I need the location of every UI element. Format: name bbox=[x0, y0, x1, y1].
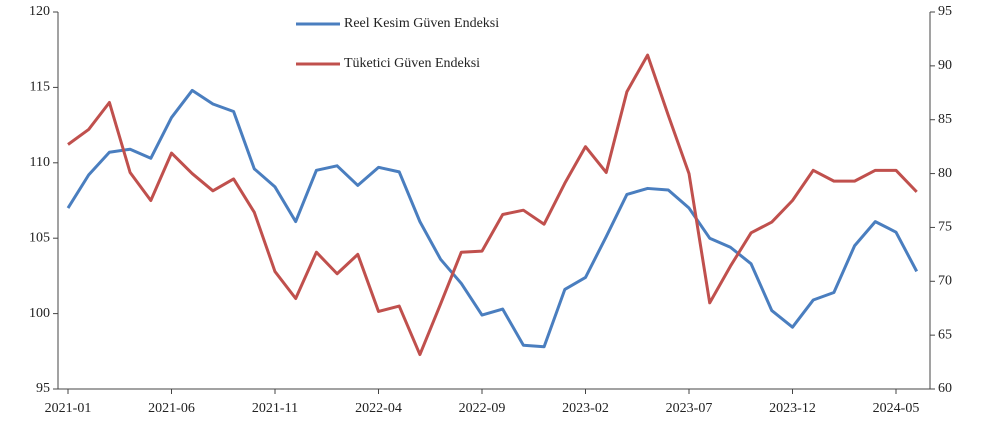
y2-tick-label: 95 bbox=[938, 4, 952, 19]
x-tick-label: 2022-04 bbox=[355, 401, 402, 416]
y2-tick-label: 70 bbox=[938, 274, 952, 289]
x-tick-label: 2024-05 bbox=[873, 401, 920, 416]
y2-tick-label: 65 bbox=[938, 327, 952, 342]
y2-tick-label: 75 bbox=[938, 220, 952, 235]
x-tick-label: 2023-07 bbox=[666, 401, 713, 416]
y-tick-label: 105 bbox=[29, 230, 50, 245]
x-tick-label: 2021-11 bbox=[252, 401, 298, 416]
y2-tick-label: 85 bbox=[938, 112, 952, 127]
y-tick-label: 120 bbox=[29, 4, 50, 19]
y2-tick-label: 80 bbox=[938, 166, 952, 181]
y-tick-label: 110 bbox=[30, 155, 50, 170]
series-line bbox=[67, 53, 918, 357]
legend-label: Reel Kesim Güven Endeksi bbox=[344, 16, 499, 31]
x-tick-label: 2021-06 bbox=[148, 401, 195, 416]
y-tick-label: 100 bbox=[29, 306, 50, 321]
x-tick-label: 2023-12 bbox=[769, 401, 816, 416]
y2-tick-label: 60 bbox=[938, 381, 952, 396]
x-tick-label: 2022-09 bbox=[459, 401, 506, 416]
x-tick-label: 2023-02 bbox=[562, 401, 609, 416]
y-tick-label: 115 bbox=[30, 80, 50, 95]
x-tick-label: 2021-01 bbox=[45, 401, 92, 416]
y2-tick-label: 90 bbox=[938, 58, 952, 73]
legend-label: Tüketici Güven Endeksi bbox=[344, 56, 480, 71]
series-line bbox=[66, 88, 919, 349]
y-tick-label: 95 bbox=[36, 381, 50, 396]
